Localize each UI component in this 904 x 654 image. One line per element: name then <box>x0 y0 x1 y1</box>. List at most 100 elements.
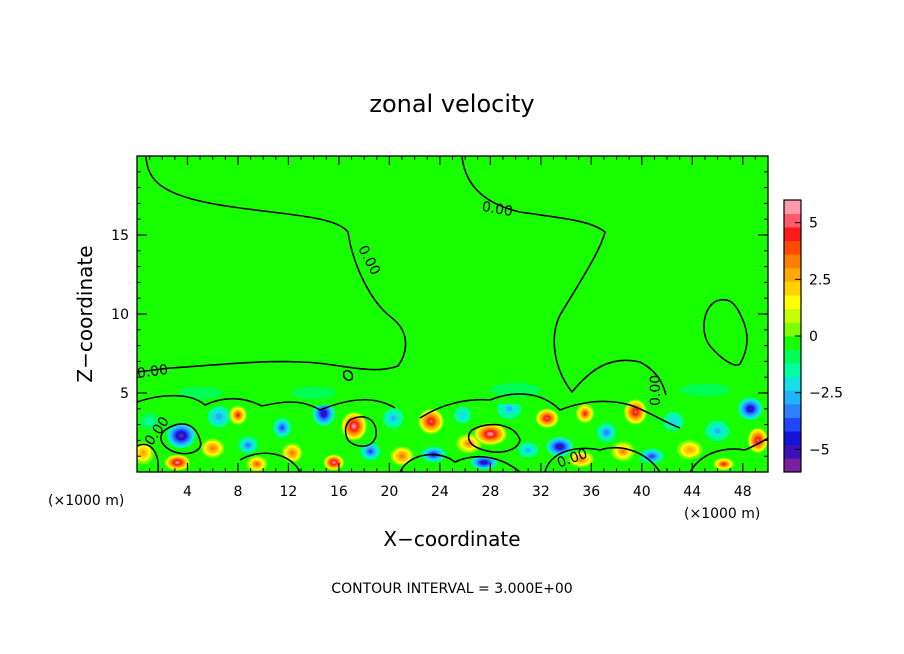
blob-band <box>215 413 223 421</box>
contour-line-zero-top-center <box>461 156 667 396</box>
colorbar-segment <box>784 295 801 310</box>
blob-band <box>490 382 541 397</box>
velocity-blob <box>702 418 733 444</box>
y-unit-label: (×1000 m) <box>48 493 124 509</box>
contour-line-lower-7 <box>239 452 301 472</box>
blob-band <box>175 461 179 464</box>
blob-band <box>679 383 731 397</box>
velocity-blob <box>269 380 358 406</box>
velocity-blob <box>449 402 476 428</box>
blob-band <box>578 457 584 461</box>
blob-band <box>290 451 295 455</box>
colorbar-tick-label: −5 <box>809 442 830 458</box>
velocity-blob <box>235 434 261 457</box>
velocity-blob <box>137 408 165 435</box>
blob-band <box>140 450 146 456</box>
colorbar-segment <box>784 376 801 391</box>
colorbar-frame <box>783 199 802 473</box>
blob-band <box>429 419 433 424</box>
blob-band <box>458 410 467 420</box>
colorbar-segment <box>784 363 801 378</box>
blob-band <box>634 410 637 414</box>
velocity-blob <box>380 405 406 431</box>
velocity-blob <box>636 446 667 466</box>
velocity-blob <box>164 454 190 471</box>
contour-line-lower-1 <box>137 394 396 411</box>
x-tick-label: 44 <box>683 484 701 500</box>
colorbar-segment <box>784 281 801 296</box>
colorbar-segment <box>784 227 801 242</box>
x-tick-label: 28 <box>481 484 499 500</box>
x-tick-label: 32 <box>532 484 550 500</box>
colorbar-tick-label: 2.5 <box>809 272 831 288</box>
blob-band <box>604 430 609 435</box>
blob-band <box>488 432 493 436</box>
velocity-blob <box>473 422 507 446</box>
velocity-blob <box>229 405 247 425</box>
velocity-blob <box>270 415 294 441</box>
x-tick-label: 20 <box>380 484 398 500</box>
contour-line-lower-10 <box>689 437 768 472</box>
blob-band <box>245 443 251 447</box>
blob-band <box>236 413 240 417</box>
contour-line-lower-3 <box>160 423 202 455</box>
blob-band <box>722 463 726 465</box>
blob-band <box>557 445 562 449</box>
x-tick-label: 36 <box>582 484 600 500</box>
blob-band <box>280 425 284 430</box>
colorbar-tick-label: 5 <box>809 216 818 232</box>
blob-band <box>620 449 625 454</box>
blob-band <box>583 412 587 415</box>
contour-label: 0.00 <box>481 199 514 220</box>
x-tick-label: 24 <box>431 484 449 500</box>
colorbar-segment <box>784 268 801 282</box>
velocity-blob <box>201 438 225 458</box>
chart-title: zonal velocity <box>369 90 534 118</box>
x-axis-label: X−coordinate <box>383 527 520 551</box>
velocity-blob <box>341 411 367 441</box>
contour-lines <box>137 156 768 472</box>
blob-band <box>649 454 655 458</box>
velocity-blob <box>164 421 198 450</box>
velocity-blob <box>203 402 235 431</box>
blob-band <box>210 446 216 451</box>
x-tick-label: 4 <box>183 484 192 500</box>
blob-band <box>368 449 373 454</box>
blob-band <box>291 386 336 400</box>
colorbar-segment <box>784 240 801 255</box>
x-tick-label: 40 <box>633 484 651 500</box>
blob-band <box>255 463 259 466</box>
blob-band <box>179 434 183 438</box>
velocity-blob <box>246 456 267 472</box>
colorbar-segment <box>784 200 801 214</box>
contour-interval-note: CONTOUR INTERVAL = 3.000E+00 <box>331 581 572 597</box>
y-tick-label: 10 <box>111 307 129 323</box>
x-unit-label: (×1000 m) <box>684 506 760 522</box>
blob-band <box>322 411 326 416</box>
velocity-blob <box>654 377 756 403</box>
velocity-blob <box>535 408 559 428</box>
colorbar-tick-label: 0 <box>809 329 818 345</box>
colorbar-segment <box>784 458 801 473</box>
x-axis: 4 8 12 16 20 24 28 32 36 40 44 48 <box>149 156 756 500</box>
blob-band <box>399 454 405 459</box>
velocity-blob <box>593 419 620 446</box>
velocity-blob <box>515 440 541 460</box>
velocity-blob <box>323 454 344 471</box>
blob-band <box>482 461 486 464</box>
colorbar-segment <box>784 254 801 269</box>
contour-line-lower-5 <box>467 423 521 453</box>
blob-band <box>352 424 356 428</box>
velocity-blob <box>456 434 482 454</box>
blob-band <box>506 406 513 412</box>
velocity-blob <box>624 399 647 425</box>
x-tick-label: 16 <box>330 484 348 500</box>
blob-band <box>748 407 753 411</box>
contour-line-lower-4 <box>344 416 377 448</box>
blob-band <box>545 417 549 420</box>
blob-band <box>332 461 335 464</box>
colorbar-segment <box>784 336 801 350</box>
colorbar-segment <box>784 308 801 323</box>
blob-band <box>178 386 223 400</box>
